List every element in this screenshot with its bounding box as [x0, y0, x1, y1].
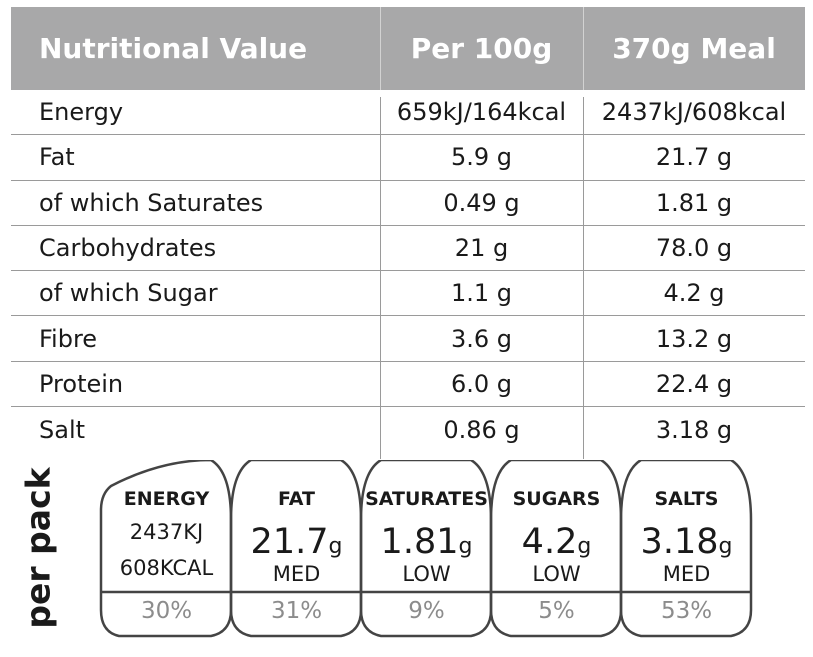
lozenge-level: MED — [662, 562, 711, 586]
table-row: Fibre 3.6 g 13.2 g — [11, 316, 805, 362]
lozenge-percent: 5% — [538, 598, 575, 624]
lozenge-unit: g — [458, 534, 473, 559]
table-row: of which Sugar 1.1 g 4.2 g — [11, 271, 805, 317]
energy-kcal: 608KCAL — [119, 556, 214, 580]
per-meal-value: 1.81 g — [655, 188, 733, 217]
header-divider — [380, 7, 381, 90]
column-divider — [380, 97, 381, 459]
per-meal-value: 78.0 g — [655, 234, 733, 263]
lozenge-value: 3.18 — [640, 522, 719, 562]
lozenge-value-row: 21.7g — [231, 522, 362, 562]
lozenge-title: ENERGY — [123, 488, 210, 510]
per-100g-value: 1.1 g — [450, 279, 513, 308]
nutrient-name: Fat — [39, 143, 75, 172]
per-100g-value: 0.49 g — [443, 188, 520, 217]
column-divider — [583, 97, 584, 459]
nutrient-name: Protein — [39, 369, 124, 398]
gda-lozenges: ENERGY 2437KJ 608KCAL 30% FAT 21.7g MED … — [97, 460, 754, 640]
lozenge-unit: g — [577, 534, 592, 559]
lozenge-value: 1.81 — [380, 522, 459, 562]
per-meal-value: 13.2 g — [655, 324, 733, 353]
per-meal-value: 3.18 g — [655, 415, 733, 444]
table-row: Energy 659kJ/164kcal 2437kJ/608kcal — [11, 90, 805, 136]
table-row: Salt 0.86 g 3.18 g — [11, 407, 805, 452]
per-100g-value: 0.86 g — [443, 415, 520, 444]
per-100g-value: 3.6 g — [450, 324, 513, 353]
lozenge-percent: 31% — [270, 598, 323, 624]
energy-kj: 2437KJ — [129, 520, 204, 544]
per-100g-value: 6.0 g — [450, 369, 513, 398]
nutrient-name: Salt — [39, 415, 86, 444]
lozenge-value: 21.7 — [250, 522, 329, 562]
lozenge-unit: g — [718, 534, 733, 559]
header-divider — [583, 7, 584, 90]
lozenge-value-row: 4.2g — [491, 522, 622, 562]
nutrition-table: Nutritional Value Per 100g 370g Meal Ene… — [11, 7, 805, 459]
lozenge-title: FAT — [278, 488, 315, 510]
nutrient-name: Energy — [39, 98, 124, 127]
nutrient-name: Carbohydrates — [39, 234, 217, 263]
lozenge-value-row: 3.18g — [621, 522, 752, 562]
lozenge-outline-salts — [619, 460, 753, 638]
lozenge-unit: g — [328, 534, 343, 559]
lozenge-outline-energy — [99, 460, 233, 638]
table-header: Nutritional Value Per 100g 370g Meal — [11, 7, 805, 90]
lozenge-saturates: SATURATES 1.81g LOW 9% — [361, 460, 492, 640]
lozenge-fat: FAT 21.7g MED 31% — [231, 460, 362, 640]
per-meal-value: 21.7 g — [655, 143, 733, 172]
table-row: Carbohydrates 21 g 78.0 g — [11, 226, 805, 272]
table-row: Protein 6.0 g 22.4 g — [11, 362, 805, 408]
lozenge-title: SATURATES — [365, 488, 488, 510]
lozenge-level: LOW — [402, 562, 451, 586]
lozenge-title: SALTS — [654, 488, 719, 510]
table-row: of which Saturates 0.49 g 1.81 g — [11, 181, 805, 226]
per-100g-value: 659kJ/164kcal — [396, 98, 567, 127]
lozenge-percent: 9% — [408, 598, 445, 624]
nutrient-name: Fibre — [39, 324, 98, 353]
per-pack-text: per pack — [18, 467, 58, 629]
lozenge-percent: 53% — [660, 598, 713, 624]
nutrient-name: of which Saturates — [39, 188, 264, 217]
header-nutritional-value: Nutritional Value — [39, 32, 308, 65]
lozenge-value-row: 1.81g — [361, 522, 492, 562]
lozenge-value: 4.2 — [521, 522, 578, 562]
lozenge-energy: ENERGY 2437KJ 608KCAL 30% — [101, 460, 232, 640]
header-per-100g: Per 100g — [410, 32, 553, 65]
header-meal: 370g Meal — [612, 32, 776, 65]
per-meal-value: 22.4 g — [655, 369, 733, 398]
per-meal-value: 2437kJ/608kcal — [601, 98, 787, 127]
per-100g-value: 5.9 g — [450, 143, 513, 172]
lozenge-salts: SALTS 3.18g MED 53% — [621, 460, 752, 640]
nutrient-name: of which Sugar — [39, 279, 218, 308]
lozenge-level: LOW — [532, 562, 581, 586]
per-meal-value: 4.2 g — [663, 279, 725, 308]
lozenge-percent: 30% — [140, 598, 193, 624]
lozenge-level: MED — [272, 562, 321, 586]
per-100g-value: 21 g — [454, 234, 509, 263]
lozenge-outlines — [99, 460, 753, 638]
lozenge-title: SUGARS — [512, 488, 601, 510]
table-row: Fat 5.9 g 21.7 g — [11, 135, 805, 181]
lozenge-sugars: SUGARS 4.2g LOW 5% — [491, 460, 622, 640]
